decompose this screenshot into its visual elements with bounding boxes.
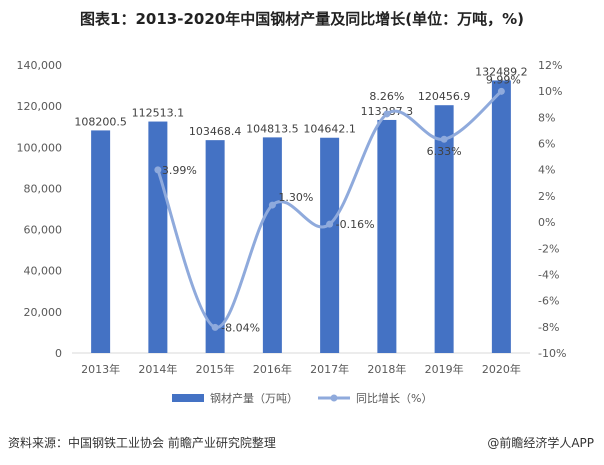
right-tick-label: -4% [538, 268, 559, 281]
growth-value-label: 6.33% [427, 145, 462, 158]
bar [434, 105, 454, 354]
x-tick-label: 2020年 [482, 362, 521, 376]
growth-value-label: -8.04% [221, 321, 260, 334]
legend-line-label: 同比增长（%） [356, 391, 432, 405]
right-tick-label: 12% [538, 59, 562, 72]
right-axis: -10% -8% -6% -4% -2% 0% 2% 4% 6% 8% 10% 12% [538, 59, 566, 360]
bar [377, 119, 397, 353]
x-tick-label: 2019年 [425, 362, 464, 376]
growth-point [154, 166, 162, 174]
bar-value-label: 120456.9 [418, 90, 471, 103]
left-tick-label: 20,000 [24, 306, 63, 319]
left-axis: 0 20,000 40,000 60,000 80,000 100,000 120,000 1… [17, 59, 63, 360]
x-tick-label: 2013年 [81, 362, 120, 376]
right-tick-label: 0% [538, 216, 555, 229]
bar-value-label: 132489.2 [475, 65, 528, 78]
left-tick-label: 40,000 [24, 265, 63, 278]
source-note: 资料来源：中国钢铁工业协会 前瞻产业研究院整理 [8, 436, 276, 450]
growth-value-label: 1.30% [278, 191, 313, 204]
line-data-labels: 3.99% -8.04% 1.30% -0.16% 8.26% 6.33% 9.99% [162, 73, 521, 334]
left-tick-label: 120,000 [17, 100, 63, 113]
left-tick-label: 60,000 [24, 224, 63, 237]
growth-value-label: 8.26% [369, 90, 404, 103]
x-tick-label: 2015年 [196, 362, 235, 376]
right-tick-label: 6% [538, 138, 555, 151]
right-tick-label: -8% [538, 321, 559, 334]
growth-point [497, 87, 505, 95]
bar [491, 80, 511, 353]
growth-value-label: 9.99% [486, 73, 521, 86]
right-tick-label: 10% [538, 85, 562, 98]
growth-line [156, 90, 503, 329]
bar [262, 137, 282, 353]
x-tick-label: 2017年 [310, 362, 349, 376]
legend-bar-swatch [172, 394, 204, 402]
left-tick-label: 100,000 [17, 141, 63, 154]
bar [148, 121, 168, 353]
growth-value-label: -0.16% [336, 218, 375, 231]
bar-value-label: 103468.4 [189, 125, 242, 138]
right-tick-label: 8% [538, 111, 555, 124]
bar-value-label: 108200.5 [74, 115, 127, 128]
chart-title: 图表1：2013-2020年中国钢材产量及同比增长(单位：万吨，%) [80, 10, 524, 28]
growth-point [383, 110, 391, 118]
bar [205, 140, 225, 353]
right-tick-label: 2% [538, 190, 555, 203]
x-tick-label: 2014年 [138, 362, 177, 376]
legend-line-marker [330, 394, 338, 402]
right-tick-label: -2% [538, 242, 559, 255]
bar-series [91, 80, 511, 354]
legend: 钢材产量（万吨） 同比增长（%） [172, 391, 432, 405]
growth-point [211, 323, 219, 331]
bar [91, 130, 111, 353]
x-tick-label: 2016年 [253, 362, 292, 376]
bar-value-label: 104642.1 [303, 123, 356, 136]
x-axis: 2013年 2014年 2015年 2016年 2017年 2018年 2019年 2020年 [81, 362, 521, 376]
right-tick-label: -10% [538, 347, 566, 360]
bar-data-labels: 108200.5 112513.1 103468.4 104813.5 104642.1… [74, 65, 527, 138]
left-tick-label: 0 [55, 347, 62, 360]
brand-credit: @前瞻经济学人APP [487, 436, 594, 450]
bar-value-label: 112513.1 [132, 107, 185, 120]
left-tick-label: 80,000 [24, 182, 63, 195]
bar-value-label: 104813.5 [246, 122, 299, 135]
growth-point [326, 220, 334, 228]
right-tick-label: -6% [538, 295, 559, 308]
x-tick-label: 2018年 [367, 362, 406, 376]
bar [320, 137, 340, 353]
growth-point [440, 135, 448, 143]
right-tick-label: 4% [538, 164, 555, 177]
growth-value-label: 3.99% [162, 164, 197, 177]
legend-bar-label: 钢材产量（万吨） [210, 391, 298, 405]
line-series [154, 87, 505, 331]
growth-point [268, 201, 276, 209]
left-tick-label: 140,000 [17, 59, 63, 72]
